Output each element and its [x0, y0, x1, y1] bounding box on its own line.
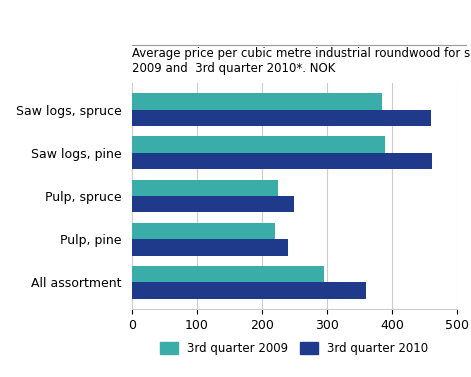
Bar [132, 136, 385, 153]
Text: Average price per cubic metre industrial roundwood for sale. 3rd quarter
2009 an: Average price per cubic metre industrial… [132, 47, 471, 75]
Bar [132, 110, 431, 126]
Bar [132, 93, 382, 110]
Bar [132, 223, 275, 239]
Bar [132, 179, 278, 196]
Bar [132, 196, 294, 213]
Bar [132, 153, 432, 169]
Bar [132, 282, 366, 299]
Bar [132, 266, 324, 282]
Bar [132, 239, 288, 256]
Legend: 3rd quarter 2009, 3rd quarter 2010: 3rd quarter 2009, 3rd quarter 2010 [155, 337, 433, 360]
